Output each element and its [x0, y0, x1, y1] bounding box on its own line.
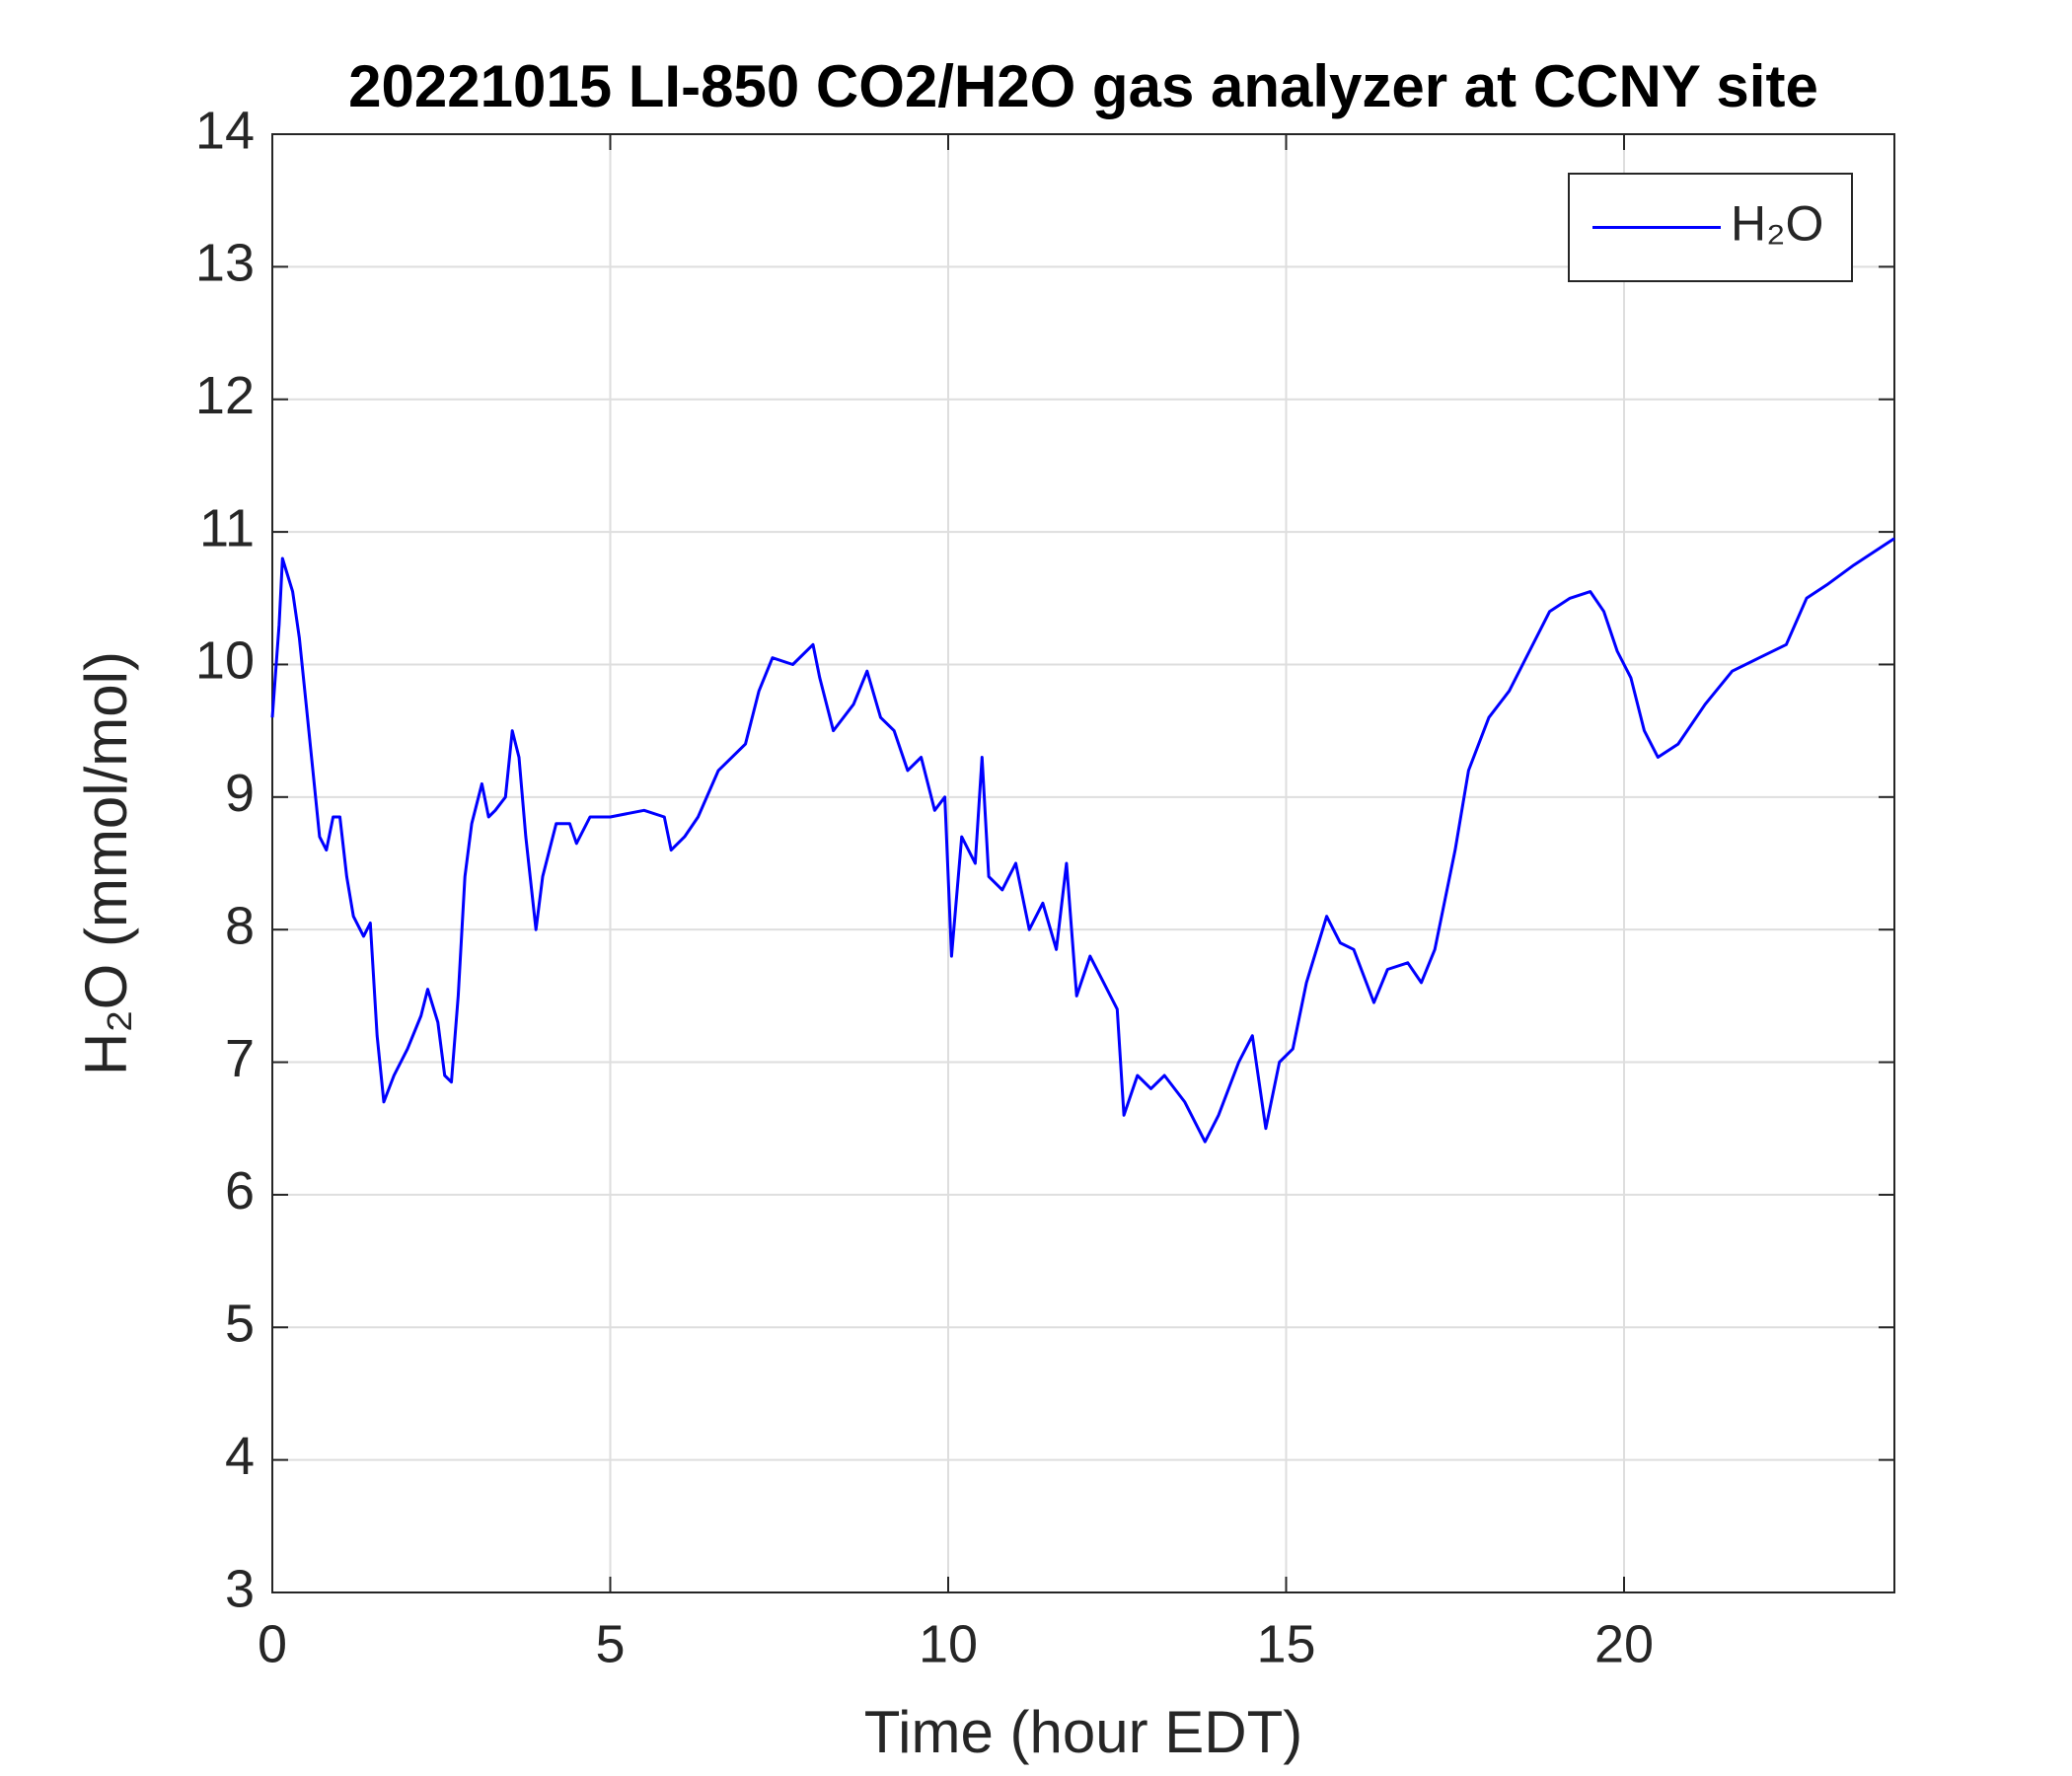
x-tick-label: 20 [1594, 1614, 1654, 1673]
y-tick-label: 4 [225, 1427, 255, 1486]
y-axis-label: H₂O (mmol/mol) [73, 651, 139, 1075]
y-tick-label: 9 [225, 764, 255, 823]
plot-frame [271, 133, 1895, 1593]
y-tick-label: 5 [225, 1295, 255, 1354]
chart-title: 20221015 LI-850 CO2/H2O gas analyzer at … [348, 53, 1818, 119]
y-tick-label: 13 [195, 234, 255, 293]
x-tick-label: 5 [595, 1614, 625, 1673]
x-axis-label: Time (hour EDT) [864, 1699, 1303, 1765]
x-tick-label: 15 [1256, 1614, 1315, 1673]
y-tick-label: 8 [225, 896, 255, 955]
plot-area [272, 134, 1894, 1592]
y-tick-label: 14 [195, 101, 255, 160]
y-tick-label: 12 [195, 366, 255, 425]
y-tick-label: 10 [195, 631, 255, 691]
data-line [270, 537, 1895, 1144]
legend-label: H₂O [1731, 196, 1823, 252]
y-tick-label: 11 [199, 498, 255, 557]
x-tick-label: 10 [919, 1614, 978, 1673]
x-tick-label: 0 [258, 1614, 287, 1673]
y-tick-label: 6 [225, 1161, 255, 1221]
y-tick-label: 3 [225, 1559, 255, 1618]
y-tick-label: 7 [225, 1029, 255, 1088]
